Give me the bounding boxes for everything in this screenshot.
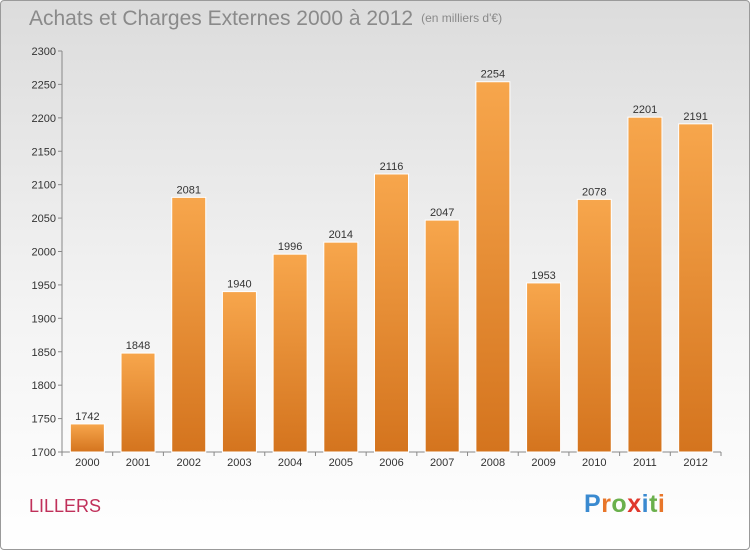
bar [374,173,409,453]
logo-letter: i [657,490,666,518]
bar [272,253,308,453]
y-tick-label: 2100 [32,180,56,192]
title-text: Achats et Charges Externes 2000 à 2012 [29,7,414,30]
bar [627,116,663,453]
data-label: 2191 [683,111,707,123]
y-tick-label: 2150 [32,146,56,158]
x-tick-label: 2007 [430,457,454,469]
data-label: 1742 [75,411,99,423]
y-tick-label: 1700 [32,447,56,459]
x-tick-label: 2003 [227,457,251,469]
logo-letter: P [584,490,602,518]
y-tick-label: 2000 [32,247,56,259]
y-tick-label: 2250 [32,79,56,91]
bar [576,198,612,453]
y-tick-label: 1850 [32,347,56,359]
data-label: 1940 [227,279,251,291]
bar [678,123,714,453]
x-tick-label: 2006 [379,457,403,469]
bar [69,423,105,453]
bar [424,219,460,453]
logo-letter: r [601,490,612,518]
y-tick-label: 2200 [32,113,56,125]
bar [526,282,562,453]
x-tick-label: 2004 [278,457,302,469]
bar [171,196,207,453]
data-label: 1996 [278,241,302,253]
data-label: 1953 [531,270,555,282]
logo-letter: o [611,490,628,518]
data-label: 1848 [126,340,150,352]
y-tick-label: 1750 [32,414,56,426]
x-tick-label: 2000 [75,457,99,469]
x-tick-label: 2012 [683,457,707,469]
bar [323,241,359,453]
x-tick-label: 2010 [582,457,606,469]
data-label: 2116 [380,161,404,173]
x-tick-label: 2011 [633,457,657,469]
logo-letter: t [649,490,658,518]
data-label: 2081 [176,184,200,196]
data-label: 2014 [329,229,353,241]
bar [221,291,257,453]
city-name: LILLERS [29,496,102,516]
data-label: 2254 [481,69,505,81]
proxiti-logo[interactable]: Proxiti [584,490,665,519]
x-tick-label: 2009 [531,457,555,469]
bar [120,352,156,453]
logo-letter: x [627,490,642,518]
y-tick-label: 2050 [32,213,56,225]
y-tick-label: 2300 [32,46,56,58]
y-tick-label: 1950 [32,280,56,292]
data-label: 2201 [633,104,657,116]
bar [475,81,511,453]
x-tick-label: 2002 [176,457,200,469]
y-tick-label: 1800 [32,380,56,392]
chart-title: Achats et Charges Externes 2000 à 2012 (e… [29,7,502,31]
data-label: 2047 [430,207,454,219]
unit-label: (en milliers d'€) [421,11,503,25]
logo-letter: i [641,490,650,518]
x-tick-label: 2001 [126,457,150,469]
data-label: 2078 [582,186,606,198]
x-tick-label: 2005 [329,457,353,469]
x-tick-label: 2008 [481,457,505,469]
y-tick-label: 1900 [32,313,56,325]
